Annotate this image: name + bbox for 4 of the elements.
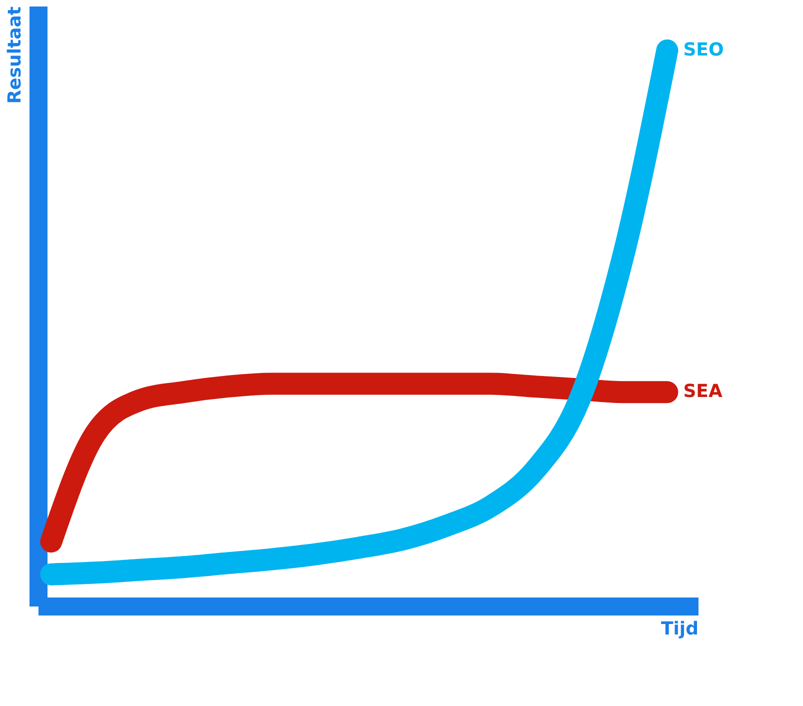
series-label: SEA [683, 381, 722, 402]
series-label: SEO [683, 39, 724, 60]
x-axis-title: Tijd [660, 618, 698, 640]
y-axis-title: Resultaat [4, 6, 26, 104]
